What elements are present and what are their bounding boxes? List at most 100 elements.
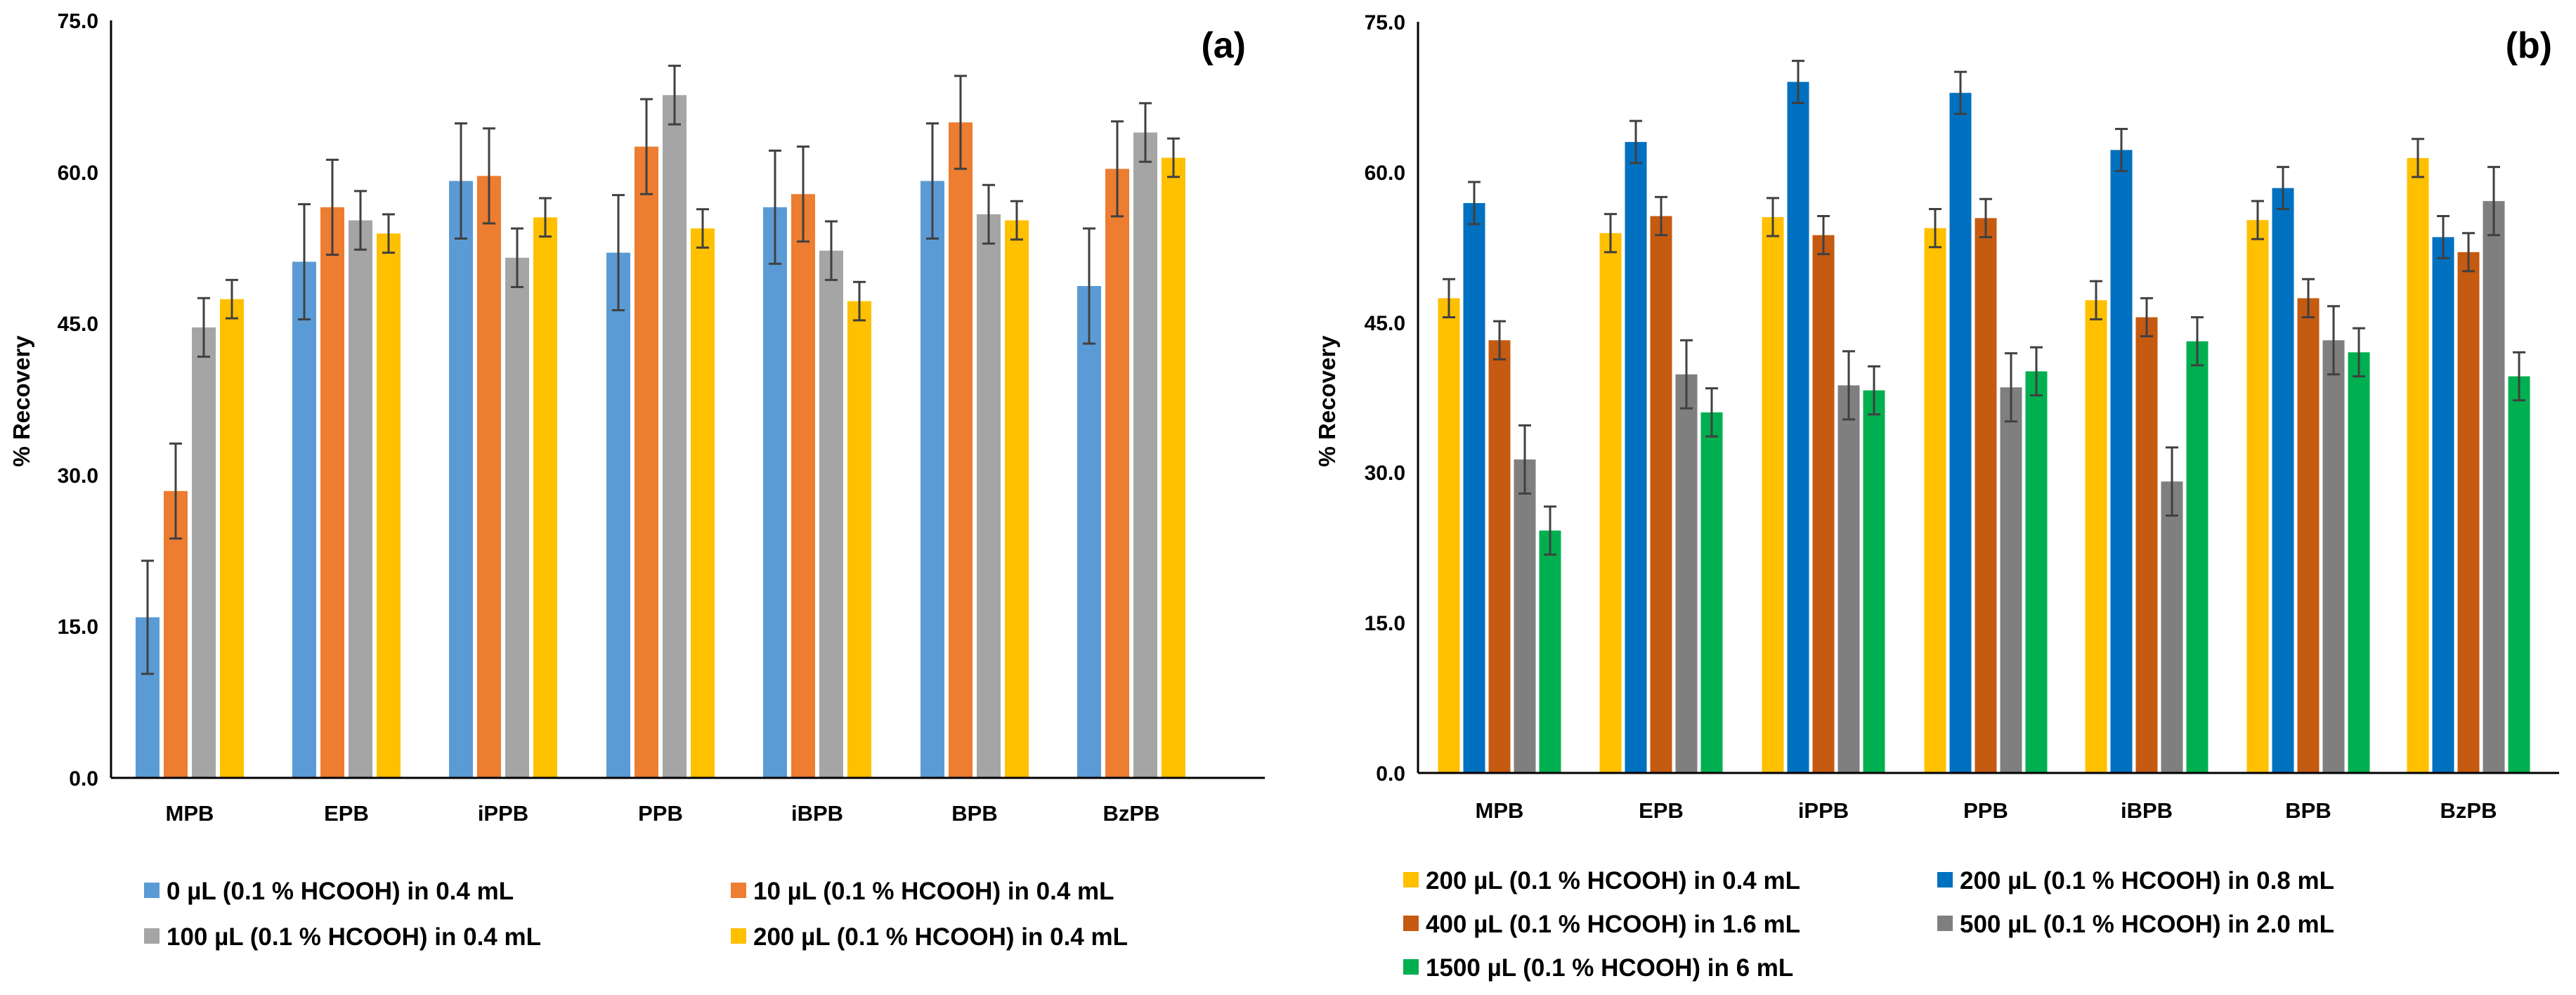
panel-b-bar-iPPB-s0 bbox=[1762, 216, 1784, 773]
panel-b-category-label: EPB bbox=[1639, 798, 1684, 823]
panel-b-bar-iBPB-s1 bbox=[2110, 150, 2133, 773]
panel-a-bar-PPB-s0 bbox=[606, 252, 630, 778]
panel-b-ytick-5: 75.0 bbox=[1365, 11, 1405, 34]
panel-b-category-label: BPB bbox=[2285, 798, 2331, 823]
panel-b-bars bbox=[1438, 60, 2530, 774]
panel-b-label: (b) bbox=[2506, 25, 2552, 66]
panel-b-category-label: BzPB bbox=[2440, 798, 2497, 823]
panel-b-bar-BzPB-s3 bbox=[2483, 201, 2505, 774]
panel-a-bar-BzPB-s0 bbox=[1077, 286, 1101, 778]
panel-b-category-label: iBPB bbox=[2121, 798, 2173, 823]
panel-a-bar-iBPB-s2 bbox=[819, 250, 843, 778]
panel-a-bar-iPPB-s1 bbox=[477, 176, 501, 778]
panel-b-bar-BPB-s4 bbox=[2348, 352, 2370, 773]
panel-a-bar-iBPB-s3 bbox=[847, 301, 871, 778]
panel-b-legend: 200 µL (0.1 % HCOOH) in 0.4 mL 200 µL (0… bbox=[1403, 867, 2334, 982]
panel-b-legend-label: 200 µL (0.1 % HCOOH) in 0.4 mL bbox=[1426, 867, 1800, 895]
panel-b-bar-EPB-s3 bbox=[1675, 374, 1698, 773]
panel-b-y-axis-title: % Recovery bbox=[1314, 335, 1340, 467]
panel-a-ytick-1: 15.0 bbox=[58, 616, 98, 639]
panel-b-bar-PPB-s2 bbox=[1975, 218, 1997, 773]
panel-a-legend-label: 100 µL (0.1 % HCOOH) in 0.4 mL bbox=[167, 923, 541, 951]
panel-b-bar-iBPB-s0 bbox=[2085, 300, 2107, 773]
panel-b-ytick-0: 0.0 bbox=[1376, 762, 1405, 786]
panel-a-ytick-4: 60.0 bbox=[58, 162, 98, 185]
panel-b-legend-swatch bbox=[1403, 916, 1419, 931]
panel-b-ytick-1: 15.0 bbox=[1365, 612, 1405, 635]
panel-a-legend: 0 µL (0.1 % HCOOH) in 0.4 mL 10 µL (0.1 … bbox=[144, 878, 1128, 951]
panel-a-category-label: BzPB bbox=[1103, 801, 1160, 826]
panel-a-ytick-0: 0.0 bbox=[69, 767, 98, 791]
panel-a-bar-BPB-s1 bbox=[949, 122, 972, 779]
panel-a-bar-PPB-s1 bbox=[635, 146, 658, 778]
panel-a-legend-swatch bbox=[731, 928, 746, 944]
panel-a-category-label: BPB bbox=[951, 801, 997, 826]
panel-b-bar-MPB-s0 bbox=[1438, 298, 1460, 774]
panel-b-bar-MPB-s1 bbox=[1463, 202, 1485, 773]
panel-a-legend-label: 200 µL (0.1 % HCOOH) in 0.4 mL bbox=[753, 923, 1128, 951]
panel-a-bar-MPB-s3 bbox=[220, 299, 244, 779]
panel-b-bar-BPB-s2 bbox=[2297, 298, 2320, 774]
panel-a-bar-EPB-s1 bbox=[320, 207, 344, 778]
panel-a-category-label: iPPB bbox=[478, 801, 528, 826]
panel-a-legend-label: 0 µL (0.1 % HCOOH) in 0.4 mL bbox=[167, 878, 514, 905]
panel-b-bar-iPPB-s4 bbox=[1863, 390, 1885, 773]
panel-a-bar-BPB-s0 bbox=[921, 181, 944, 778]
panel-b-bar-BzPB-s4 bbox=[2508, 376, 2530, 773]
panel-b-ytick-3: 45.0 bbox=[1365, 312, 1405, 335]
panel-a-bar-BPB-s3 bbox=[1005, 220, 1029, 778]
panel-a-bar-MPB-s2 bbox=[192, 327, 216, 778]
panel-a-bar-BzPB-s3 bbox=[1162, 157, 1185, 778]
panel-a-category-label: MPB bbox=[166, 801, 214, 826]
panel-a-bar-EPB-s3 bbox=[377, 233, 401, 778]
panel-a-bar-EPB-s2 bbox=[349, 220, 372, 778]
panel-a-bar-iPPB-s2 bbox=[505, 257, 529, 779]
panel-b-legend-swatch bbox=[1937, 872, 1953, 887]
panel-b-bar-PPB-s0 bbox=[1924, 228, 1946, 773]
panel-b-ytick-2: 30.0 bbox=[1365, 462, 1405, 485]
panel-a-bar-iBPB-s1 bbox=[791, 194, 815, 779]
panel-a-legend-swatch bbox=[144, 928, 160, 944]
panel-b-bar-EPB-s0 bbox=[1599, 233, 1622, 773]
panel-b-legend-swatch bbox=[1403, 872, 1419, 887]
panel-a-ytick-5: 75.0 bbox=[58, 10, 98, 33]
panel-b-bar-iBPB-s4 bbox=[2186, 341, 2209, 773]
panel-b-legend-label: 500 µL (0.1 % HCOOH) in 2.0 mL bbox=[1960, 911, 2334, 938]
panel-a-legend-swatch bbox=[144, 883, 160, 898]
panel-b-legend-label: 200 µL (0.1 % HCOOH) in 0.8 mL bbox=[1960, 867, 2334, 895]
panel-b-bar-BPB-s1 bbox=[2272, 188, 2294, 773]
panel-b-legend-swatch bbox=[1403, 959, 1419, 975]
panel-a-bar-EPB-s0 bbox=[292, 261, 316, 778]
panel-a-bar-iBPB-s0 bbox=[763, 207, 787, 778]
panel-b-bar-PPB-s4 bbox=[2025, 371, 2048, 773]
panel-b-ytick-4: 60.0 bbox=[1365, 162, 1405, 185]
panel-b-bar-BzPB-s0 bbox=[2407, 157, 2429, 773]
panel-a-legend-swatch bbox=[731, 883, 746, 898]
panel-b-bar-iPPB-s1 bbox=[1787, 82, 1809, 773]
panel-a-ytick-2: 30.0 bbox=[58, 464, 98, 488]
panel-b-bar-iBPB-s2 bbox=[2135, 317, 2158, 773]
panel-b-bar-MPB-s2 bbox=[1488, 340, 1511, 774]
panel-a-category-label: EPB bbox=[324, 801, 369, 826]
panel-a-bar-BPB-s2 bbox=[977, 214, 1001, 778]
panel-a-bar-iPPB-s3 bbox=[533, 217, 557, 778]
panel-a-bar-iPPB-s0 bbox=[449, 181, 473, 778]
panel-b-category-label: MPB bbox=[1476, 798, 1524, 823]
panel-b-bar-EPB-s1 bbox=[1625, 142, 1647, 774]
panel-b-bar-BPB-s3 bbox=[2322, 340, 2345, 774]
panel-b-bar-MPB-s4 bbox=[1539, 531, 1561, 773]
panel-b-bar-EPB-s4 bbox=[1700, 412, 1723, 773]
panel-a-bars bbox=[136, 65, 1185, 779]
panel-b-legend-label: 400 µL (0.1 % HCOOH) in 1.6 mL bbox=[1426, 911, 1800, 938]
panel-b-bar-iPPB-s2 bbox=[1812, 235, 1835, 773]
panel-b-bar-BPB-s0 bbox=[2246, 220, 2269, 773]
panel-a-bar-BzPB-s2 bbox=[1133, 132, 1157, 778]
panel-a-ytick-3: 45.0 bbox=[58, 313, 98, 336]
panel-a-legend-label: 10 µL (0.1 % HCOOH) in 0.4 mL bbox=[753, 878, 1114, 905]
panel-b-bar-iPPB-s3 bbox=[1837, 385, 1860, 773]
panel-b-bar-EPB-s2 bbox=[1650, 216, 1672, 774]
panel-b-legend-label: 1500 µL (0.1 % HCOOH) in 6 mL bbox=[1426, 954, 1793, 982]
panel-a-label: (a) bbox=[1201, 25, 1246, 66]
panel-b: (b) % Recovery 0.0 15.0 30.0 45.0 60.0 7… bbox=[1314, 11, 2559, 982]
